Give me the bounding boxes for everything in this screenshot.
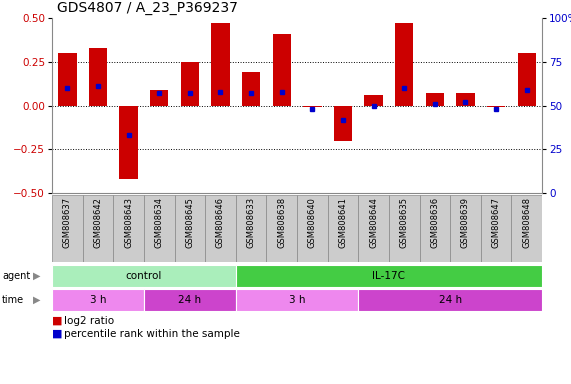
Bar [205,195,236,262]
Text: 3 h: 3 h [289,295,305,305]
Text: GSM808639: GSM808639 [461,197,470,248]
Bar [150,90,168,106]
Bar [236,289,358,311]
Bar [119,106,138,179]
Bar [389,195,420,262]
Text: GSM808645: GSM808645 [186,197,194,248]
Text: ▶: ▶ [33,295,41,305]
Bar [358,195,389,262]
Text: GSM808646: GSM808646 [216,197,225,248]
Text: 24 h: 24 h [178,295,202,305]
Bar [236,195,267,262]
Bar [236,265,542,287]
Text: GSM808641: GSM808641 [339,197,347,248]
Text: GSM808636: GSM808636 [431,197,439,248]
Bar [517,53,536,106]
Bar [272,34,291,106]
Text: ■: ■ [52,316,62,326]
Bar [297,195,328,262]
Text: GSM808644: GSM808644 [369,197,378,248]
Bar [144,289,236,311]
Text: GSM808648: GSM808648 [522,197,531,248]
Bar [175,195,205,262]
Bar [180,62,199,106]
Text: GSM808637: GSM808637 [63,197,72,248]
Bar [420,195,450,262]
Bar [334,106,352,141]
Text: IL-17C: IL-17C [372,271,405,281]
Text: GSM808638: GSM808638 [277,197,286,248]
Text: ▶: ▶ [33,271,41,281]
Text: GSM808642: GSM808642 [94,197,102,248]
Bar [487,106,505,107]
Text: GSM808633: GSM808633 [247,197,256,248]
Text: time: time [2,295,24,305]
Text: log2 ratio: log2 ratio [64,316,114,326]
Bar [328,195,358,262]
Text: 3 h: 3 h [90,295,106,305]
Text: GSM808643: GSM808643 [124,197,133,248]
Bar [58,53,77,106]
Bar [358,289,542,311]
Bar [364,95,383,106]
Text: percentile rank within the sample: percentile rank within the sample [64,329,240,339]
Bar [267,195,297,262]
Text: agent: agent [2,271,30,281]
Text: GSM808634: GSM808634 [155,197,164,248]
Bar [52,195,83,262]
Bar [395,23,413,106]
Bar [242,72,260,106]
Text: GDS4807 / A_23_P369237: GDS4807 / A_23_P369237 [57,1,238,15]
Bar [512,195,542,262]
Text: GSM808635: GSM808635 [400,197,409,248]
Bar [303,106,321,107]
Bar [211,23,230,106]
Text: ■: ■ [52,329,62,339]
Bar [450,195,481,262]
Bar [83,195,113,262]
Text: 24 h: 24 h [439,295,462,305]
Bar [113,195,144,262]
Bar [481,195,512,262]
Bar [144,195,175,262]
Text: GSM808647: GSM808647 [492,197,501,248]
Bar [89,48,107,106]
Bar [52,265,236,287]
Text: control: control [126,271,162,281]
Text: GSM808640: GSM808640 [308,197,317,248]
Bar [425,93,444,106]
Bar [52,289,144,311]
Bar [456,93,475,106]
